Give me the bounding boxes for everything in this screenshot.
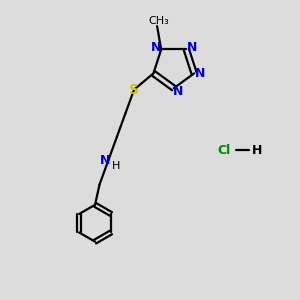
Text: H: H	[112, 161, 121, 171]
Text: N: N	[173, 85, 183, 98]
Text: S: S	[129, 82, 139, 97]
Text: CH₃: CH₃	[148, 16, 169, 26]
Text: N: N	[151, 41, 161, 55]
Text: H: H	[252, 143, 262, 157]
Text: N: N	[99, 154, 110, 167]
Text: Cl: Cl	[218, 143, 231, 157]
Text: N: N	[187, 41, 197, 55]
Text: N: N	[195, 67, 205, 80]
